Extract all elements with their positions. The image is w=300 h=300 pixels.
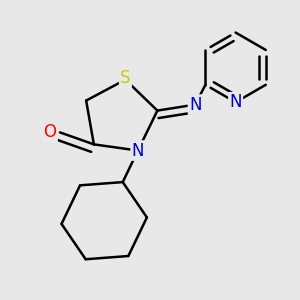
Text: N: N — [230, 93, 242, 111]
Text: S: S — [120, 69, 131, 87]
Text: N: N — [132, 142, 144, 160]
Text: N: N — [189, 96, 202, 114]
Text: O: O — [44, 123, 57, 141]
